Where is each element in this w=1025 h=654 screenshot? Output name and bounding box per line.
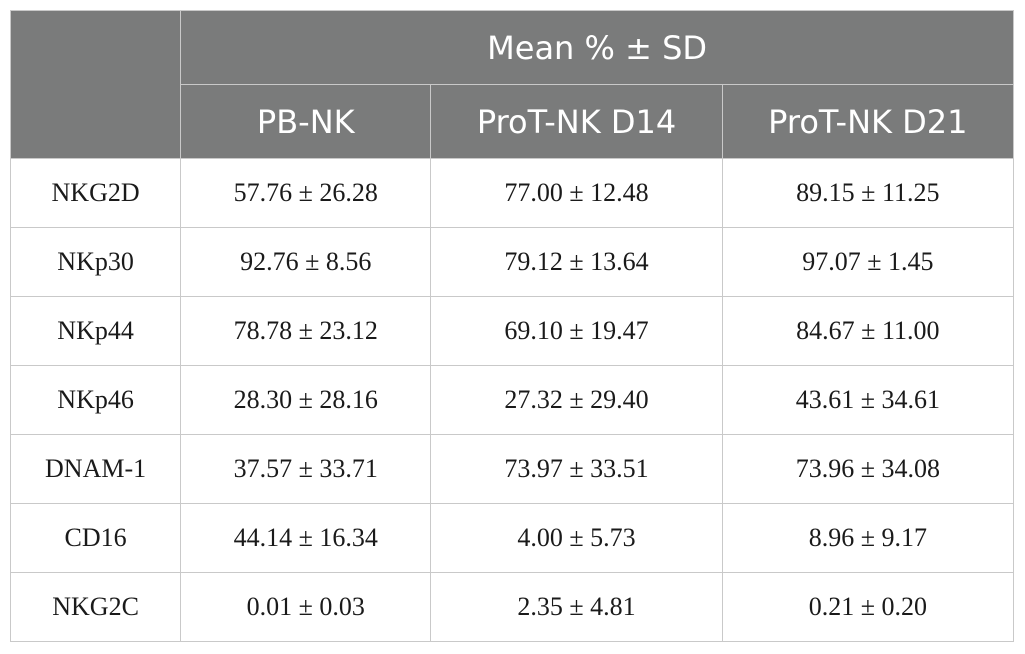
table-row: NKp30 92.76 ± 8.56 79.12 ± 13.64 97.07 ±…	[9, 227, 1015, 297]
column-header: ProT-NK D14	[430, 84, 723, 159]
row-label: CD16	[9, 503, 182, 573]
row-label: NKp30	[9, 227, 182, 297]
table-header: Mean % ± SD PB-NK ProT-NK D14 ProT-NK D2…	[9, 10, 1015, 159]
table-cell: 73.96 ± 34.08	[721, 434, 1015, 504]
table-row: NKp46 28.30 ± 28.16 27.32 ± 29.40 43.61 …	[9, 365, 1015, 435]
header-group-cell: Mean % ± SD	[180, 10, 1014, 85]
column-header: ProT-NK D21	[721, 84, 1015, 159]
header-columns-row: PB-NK ProT-NK D14 ProT-NK D21	[11, 84, 1015, 159]
table-cell: 79.12 ± 13.64	[430, 227, 723, 297]
table-cell: 92.76 ± 8.56	[180, 227, 432, 297]
row-label: NKp44	[9, 296, 182, 366]
table-cell: 2.35 ± 4.81	[430, 572, 723, 642]
row-label: DNAM-1	[9, 434, 182, 504]
table-cell: 89.15 ± 11.25	[721, 158, 1015, 228]
row-label: NKG2D	[9, 158, 182, 228]
header-corner-cell	[9, 10, 182, 159]
table-cell: 44.14 ± 16.34	[180, 503, 432, 573]
header-group-row: Mean % ± SD	[9, 10, 1014, 159]
table-row: DNAM-1 37.57 ± 33.71 73.97 ± 33.51 73.96…	[9, 434, 1015, 504]
table-cell: 69.10 ± 19.47	[430, 296, 723, 366]
table-row: NKG2C 0.01 ± 0.03 2.35 ± 4.81 0.21 ± 0.2…	[9, 572, 1015, 642]
table-cell: 28.30 ± 28.16	[180, 365, 432, 435]
table-row: NKG2D 57.76 ± 26.28 77.00 ± 12.48 89.15 …	[9, 158, 1015, 228]
table-cell: 73.97 ± 33.51	[430, 434, 723, 504]
table-row: CD16 44.14 ± 16.34 4.00 ± 5.73 8.96 ± 9.…	[9, 503, 1015, 573]
table-row: NKp44 78.78 ± 23.12 69.10 ± 19.47 84.67 …	[9, 296, 1015, 366]
column-header: PB-NK	[180, 84, 432, 159]
table-cell: 4.00 ± 5.73	[430, 503, 723, 573]
table-cell: 8.96 ± 9.17	[721, 503, 1015, 573]
table-cell: 0.21 ± 0.20	[721, 572, 1015, 642]
row-label: NKp46	[9, 365, 182, 435]
table-cell: 43.61 ± 34.61	[721, 365, 1015, 435]
table-body: NKG2D 57.76 ± 26.28 77.00 ± 12.48 89.15 …	[9, 158, 1015, 642]
table-cell: 78.78 ± 23.12	[180, 296, 432, 366]
table-cell: 27.32 ± 29.40	[430, 365, 723, 435]
table-cell: 0.01 ± 0.03	[180, 572, 432, 642]
table-cell: 84.67 ± 11.00	[721, 296, 1015, 366]
table-cell: 97.07 ± 1.45	[721, 227, 1015, 297]
table-cell: 57.76 ± 26.28	[180, 158, 432, 228]
row-label: NKG2C	[9, 572, 182, 642]
data-table: Mean % ± SD PB-NK ProT-NK D14 ProT-NK D2…	[9, 10, 1015, 642]
table-cell: 37.57 ± 33.71	[180, 434, 432, 504]
table-cell: 77.00 ± 12.48	[430, 158, 723, 228]
